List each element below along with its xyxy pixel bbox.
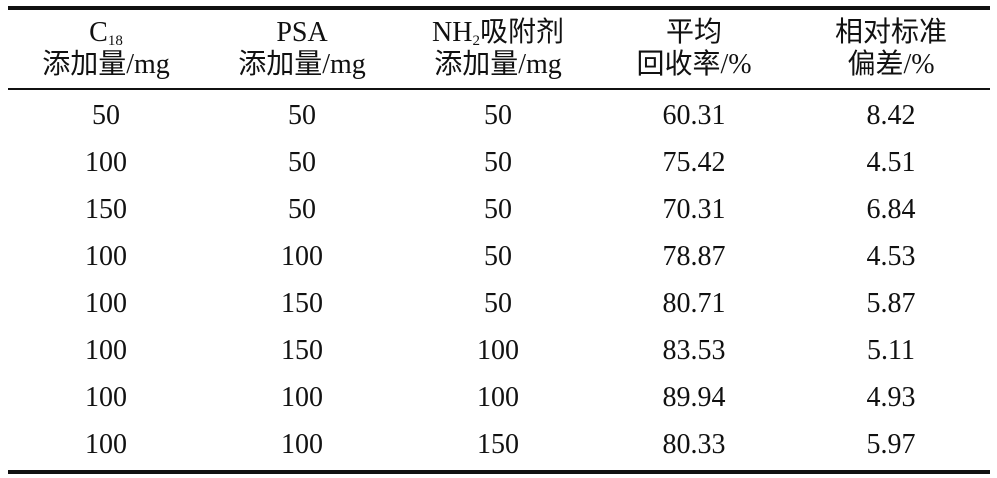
table-row: 50 50 50 60.31 8.42 (8, 92, 990, 139)
table-cell: 150 (477, 428, 519, 460)
table-cell: 50 (484, 146, 512, 178)
table-header-rule (8, 88, 990, 90)
table-cell: 100 (85, 146, 127, 178)
header-recovery-line1: 平均 (665, 17, 722, 48)
header-rsd-line1: 相对标准 (834, 17, 947, 48)
table-cell: 78.87 (662, 240, 726, 272)
table-cell: 60.31 (662, 99, 726, 131)
header-psa-line2: 添加量/mg (238, 49, 366, 80)
table-cell: 4.53 (866, 240, 916, 272)
header-recovery: 平均 回收率/% (596, 17, 792, 81)
table-row: 150 50 50 70.31 6.84 (8, 186, 990, 233)
table-cell: 50 (484, 287, 512, 319)
table-cell: 100 (85, 334, 127, 366)
table-row: 100 150 50 80.71 5.87 (8, 280, 990, 327)
table-cell: 100 (281, 240, 323, 272)
table-cell: 150 (281, 334, 323, 366)
table-body: 50 50 50 60.31 8.42 100 50 50 75.42 4.51… (8, 90, 990, 470)
data-table: C18 添加量/mg PSA 添加量/mg NH2吸附剂 添加量/mg 平均 回… (8, 6, 990, 474)
table-cell: 100 (85, 287, 127, 319)
table-cell: 150 (281, 287, 323, 319)
table-header-row: C18 添加量/mg PSA 添加量/mg NH2吸附剂 添加量/mg 平均 回… (8, 10, 990, 88)
table-row: 100 100 50 78.87 4.53 (8, 233, 990, 280)
table-bottom-rule (8, 470, 990, 474)
table-cell: 80.71 (662, 287, 726, 319)
table-row: 100 100 100 89.94 4.93 (8, 374, 990, 421)
table-cell: 80.33 (662, 428, 726, 460)
table-cell: 75.42 (662, 146, 726, 178)
header-nh2: NH2吸附剂 添加量/mg (400, 17, 596, 81)
table-cell: 100 (85, 428, 127, 460)
table-cell: 100 (85, 240, 127, 272)
table-cell: 70.31 (662, 193, 726, 225)
header-rsd-line2: 偏差/% (847, 49, 935, 80)
table-cell: 50 (288, 146, 316, 178)
table-cell: 50 (288, 99, 316, 131)
table-cell: 100 (85, 381, 127, 413)
table-top-rule (8, 6, 990, 10)
header-nh2-line1: NH2吸附剂 (432, 17, 564, 49)
header-c18-line1: C18 (89, 17, 123, 49)
table-cell: 100 (281, 428, 323, 460)
table-cell: 83.53 (662, 334, 726, 366)
table-row: 100 100 150 80.33 5.97 (8, 421, 990, 468)
table-cell: 4.93 (866, 381, 916, 413)
table-cell: 50 (288, 193, 316, 225)
table-cell: 8.42 (866, 99, 916, 131)
table-cell: 50 (484, 240, 512, 272)
table-cell: 5.11 (867, 334, 915, 366)
table-cell: 4.51 (866, 146, 916, 178)
table-cell: 50 (92, 99, 120, 131)
header-recovery-line2: 回收率/% (636, 49, 752, 80)
table-cell: 50 (484, 193, 512, 225)
header-c18: C18 添加量/mg (8, 17, 204, 81)
table-cell: 100 (281, 381, 323, 413)
table-cell: 89.94 (662, 381, 726, 413)
table-cell: 100 (477, 334, 519, 366)
header-psa-line1: PSA (276, 17, 328, 48)
table-cell: 50 (484, 99, 512, 131)
table-row: 100 150 100 83.53 5.11 (8, 327, 990, 374)
table-row: 100 50 50 75.42 4.51 (8, 139, 990, 186)
header-rsd: 相对标准 偏差/% (792, 17, 990, 81)
header-nh2-line2: 添加量/mg (434, 49, 562, 80)
table-cell: 150 (85, 193, 127, 225)
table-cell: 6.84 (866, 193, 916, 225)
table-cell: 5.97 (866, 428, 916, 460)
header-psa: PSA 添加量/mg (204, 17, 400, 81)
header-c18-line2: 添加量/mg (42, 49, 170, 80)
table-cell: 5.87 (866, 287, 916, 319)
table-cell: 100 (477, 381, 519, 413)
